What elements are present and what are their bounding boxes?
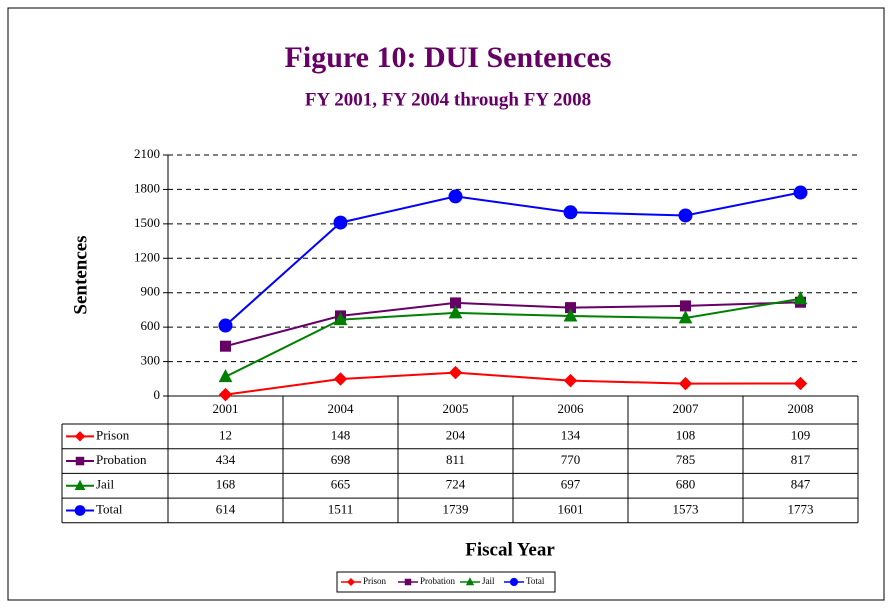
data-point [678,310,693,324]
data-point [333,372,348,386]
legend-marker [404,578,412,586]
data-point [218,387,233,402]
legend-label: Probation [420,576,455,586]
x-axis-title: Fiscal Year [465,539,555,560]
table-value: 168 [216,477,236,492]
table-value: 134 [561,427,581,442]
table-value: 724 [446,477,466,492]
series-line [225,301,801,348]
table-value: 697 [561,477,581,492]
legend-marker [346,577,356,587]
series-line [225,371,801,396]
x-tick-label: 2006 [558,401,585,416]
data-point [448,189,463,204]
data-point [333,215,348,230]
data-point [793,376,808,391]
y-tick-label: 600 [141,318,161,333]
data-point [218,318,233,333]
x-tick-label: 2004 [328,401,355,416]
x-tick-label: 2005 [443,401,469,416]
data-point [563,205,578,220]
chart-subtitle: FY 2001, FY 2004 through FY 2008 [305,89,591,110]
table-value: 109 [791,427,811,442]
series-line [225,297,801,378]
x-tick-label: 2007 [673,401,700,416]
table-value: 12 [219,427,232,442]
table-value: 680 [676,477,696,492]
legend-marker [465,577,475,586]
chart-title: Figure 10: DUI Sentences [285,41,612,74]
legend-marker [509,577,519,587]
y-tick-label: 2100 [134,146,160,161]
table-value: 1739 [443,501,469,516]
data-point [448,305,463,319]
table-value: 785 [676,452,696,467]
table-value: 847 [791,477,811,492]
y-axis-title: Sentences [70,235,91,314]
data-point [793,291,808,305]
y-tick-label: 900 [141,284,161,299]
legend-marker [75,456,85,466]
legend-label: Prison [96,427,130,442]
legend-marker [74,431,86,442]
table-value: 108 [676,427,696,442]
data-point [563,308,578,322]
series-line [224,191,801,327]
legend-label: Jail [96,477,114,492]
data-point [333,312,348,326]
table-value: 148 [331,427,351,442]
table-value: 1511 [328,501,354,516]
y-tick-label: 0 [154,387,161,402]
data-point [218,369,233,383]
y-tick-label: 1500 [134,215,160,230]
data-point [563,373,578,388]
y-tick-label: 1200 [134,249,160,264]
legend-marker [74,505,86,516]
table-value: 1601 [558,501,584,516]
data-point [680,300,691,312]
legend-label: Total [96,501,123,516]
legend-label: Prison [363,576,387,586]
data-point [678,208,693,223]
data-point [220,340,231,352]
legend-box [336,571,556,593]
table-value: 817 [791,452,811,467]
legend-label: Jail [482,576,495,586]
y-tick-label: 300 [141,353,161,368]
table-value: 770 [561,452,581,467]
data-point [793,185,808,200]
legend-label: Probation [96,452,147,467]
legend-marker [74,479,86,490]
legend-label: Total [526,576,545,586]
table-value: 204 [446,427,466,442]
table-value: 1773 [788,501,814,516]
table-value: 434 [216,452,236,467]
data-point [448,365,463,380]
table-value: 1573 [673,501,699,516]
table-value: 811 [446,452,465,467]
table-value: 698 [331,452,351,467]
x-tick-label: 2008 [788,401,814,416]
x-tick-label: 2001 [213,401,239,416]
table-value: 614 [216,501,236,516]
table-value: 665 [331,477,351,492]
data-point [678,376,693,391]
y-tick-label: 1800 [134,180,160,195]
